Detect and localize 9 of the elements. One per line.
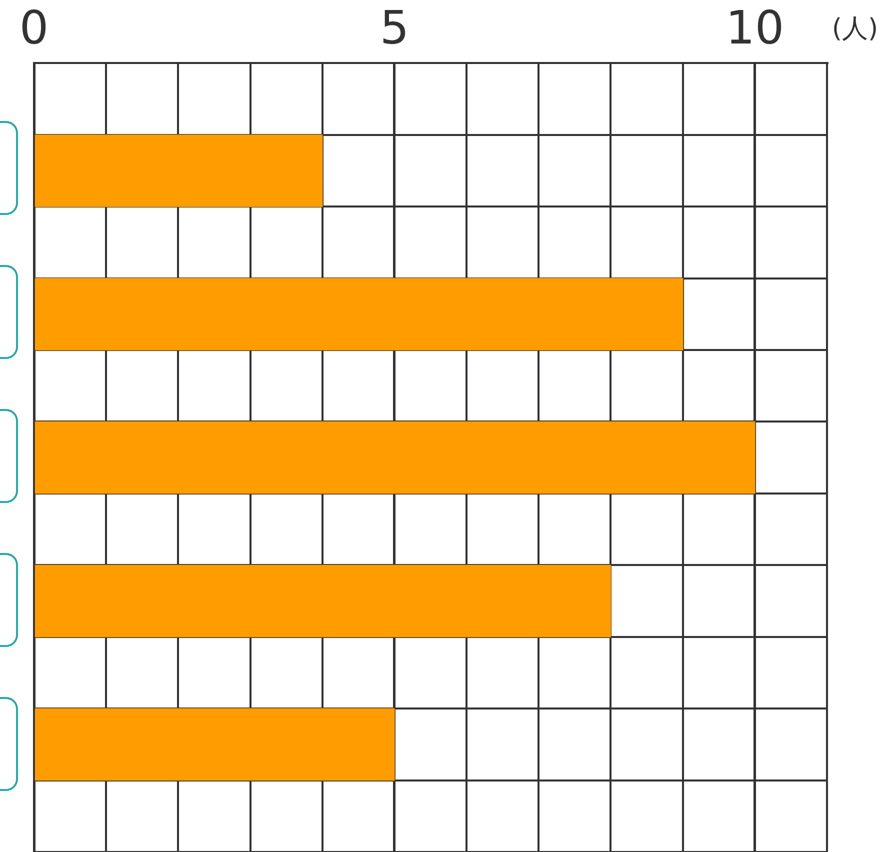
bar bbox=[34, 564, 612, 638]
bar bbox=[34, 278, 684, 350]
x-axis-title: (人) bbox=[832, 14, 878, 44]
bar bbox=[34, 708, 395, 781]
x-tick-label: 10 bbox=[726, 0, 784, 55]
bar bbox=[34, 134, 323, 207]
bar bbox=[34, 421, 756, 494]
x-tick-label: 0 bbox=[19, 0, 49, 55]
x-tick-label: 5 bbox=[380, 0, 410, 55]
